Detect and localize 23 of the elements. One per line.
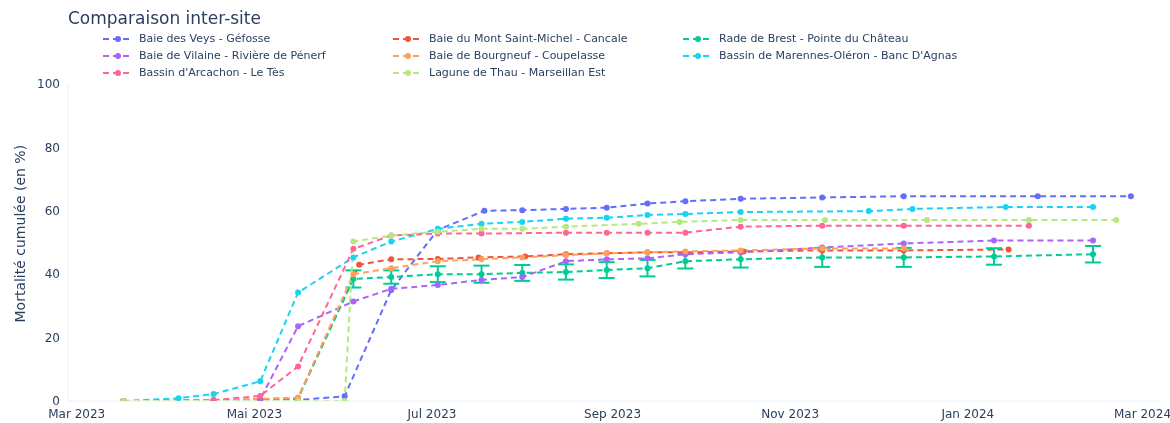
x-tick-label: Jul 2023 bbox=[406, 406, 457, 421]
legend-label: Baie du Mont Saint-Michel - Cancale bbox=[429, 32, 628, 45]
legend-label: Baie de Bourgneuf - Coupelasse bbox=[429, 49, 606, 62]
y-tick-label: 0 bbox=[52, 394, 60, 409]
y-tick-label: 60 bbox=[44, 204, 60, 219]
y-axis-title: Mortalité cumulée (en %) bbox=[11, 144, 28, 323]
x-tick-label: Mar 2023 bbox=[48, 406, 106, 421]
legend-label: Bassin de Marennes-Oléron - Banc D'Agnas bbox=[719, 49, 958, 62]
legend-label: Bassin d'Arcachon - Le Tès bbox=[139, 66, 285, 79]
x-tick-label: Sep 2023 bbox=[584, 406, 642, 421]
y-tick-label: 80 bbox=[44, 140, 60, 155]
x-tick-label: Jan 2024 bbox=[940, 406, 995, 421]
legend-label: Baie de Vilaine - Rivière de Pénerf bbox=[139, 49, 326, 62]
y-tick-label: 100 bbox=[37, 77, 60, 92]
y-tick-label: 20 bbox=[44, 330, 60, 345]
chart-title: Comparaison inter-site bbox=[68, 8, 261, 28]
legend-label: Lagune de Thau - Marseillan Est bbox=[429, 66, 606, 79]
legend-label: Rade de Brest - Pointe du Château bbox=[719, 32, 909, 45]
legend-label: Baie des Veys - Géfosse bbox=[139, 32, 271, 45]
y-tick-label: 40 bbox=[44, 267, 60, 282]
x-tick-label: Mar 2024 bbox=[1114, 406, 1170, 421]
x-tick-label: Mai 2023 bbox=[226, 406, 283, 421]
x-tick-label: Nov 2023 bbox=[761, 406, 820, 421]
